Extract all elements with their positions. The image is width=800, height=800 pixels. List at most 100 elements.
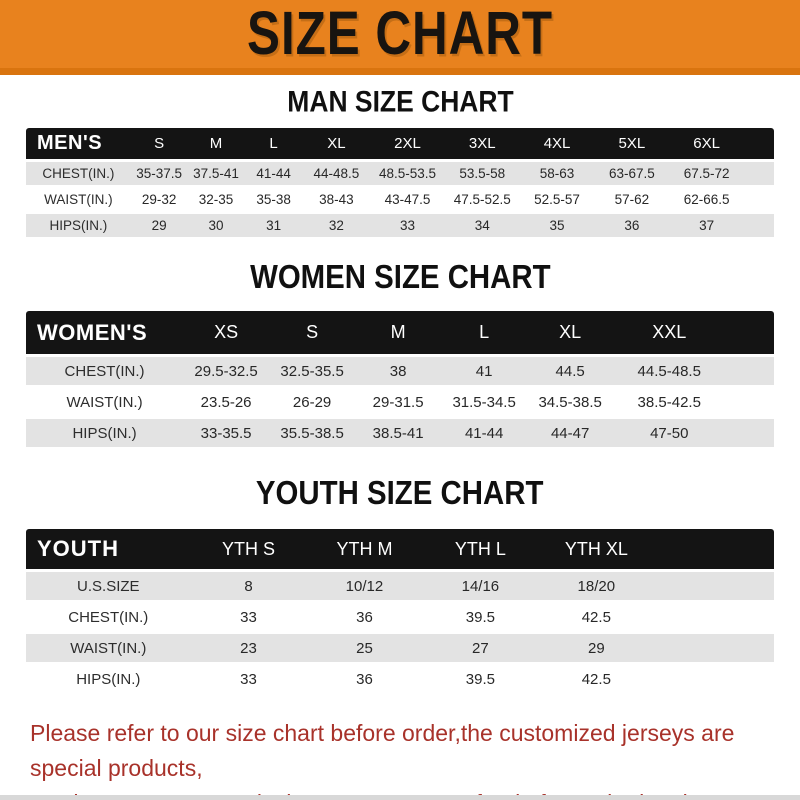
size-value-cell: 32 xyxy=(302,214,371,240)
size-value-cell: 44-47 xyxy=(527,419,614,450)
size-value-cell: 47.5-52.5 xyxy=(444,188,520,214)
size-value-spacer xyxy=(725,419,774,450)
size-value-cell: 23 xyxy=(190,634,307,665)
size-value-cell: 33 xyxy=(190,603,307,634)
section-title-men: MAN SIZE CHART xyxy=(0,85,800,119)
size-value-cell: 33 xyxy=(190,665,307,696)
size-value-cell: 26-29 xyxy=(269,388,356,419)
size-value-cell: 29 xyxy=(538,634,655,665)
table-header-row: YOUTH YTH S YTH M YTH L YTH XL xyxy=(26,529,774,572)
row-label: CHEST(IN.) xyxy=(26,357,184,388)
size-value-cell: 35-38 xyxy=(244,188,303,214)
size-value-spacer xyxy=(654,634,774,665)
table-row: HIPS(IN.) 33 36 39.5 42.5 xyxy=(26,665,774,696)
column-header: 2XL xyxy=(370,128,445,162)
notice-line-1: Please refer to our size chart before or… xyxy=(30,720,735,781)
column-header-spacer xyxy=(725,311,774,357)
size-value-cell: 36 xyxy=(306,603,423,634)
column-header: L xyxy=(244,128,303,162)
table-header-row: WOMEN'S XS S M L XL XXL xyxy=(26,311,774,357)
column-header: XS xyxy=(183,311,270,357)
size-value-cell: 41-44 xyxy=(244,162,303,188)
column-header: L xyxy=(441,311,528,357)
row-label: U.S.SIZE xyxy=(26,572,191,603)
size-value-cell: 35-37.5 xyxy=(130,162,188,188)
size-value-cell: 30 xyxy=(187,214,245,240)
size-value-cell: 35.5-38.5 xyxy=(269,419,356,450)
youth-size-table: YOUTH YTH S YTH M YTH L YTH XL U.S.SIZE 8 10/12… xyxy=(26,529,774,696)
column-header: YTH M xyxy=(306,529,423,572)
row-label: HIPS(IN.) xyxy=(26,665,191,696)
section-title-youth: YOUTH SIZE CHART xyxy=(0,475,800,513)
size-value-cell: 29.5-32.5 xyxy=(183,357,270,388)
section-title-text: YOUTH SIZE CHART xyxy=(256,475,544,512)
size-value-cell: 23.5-26 xyxy=(183,388,270,419)
size-value-spacer xyxy=(744,162,774,188)
size-value-cell: 42.5 xyxy=(538,665,655,696)
size-value-cell: 36 xyxy=(306,665,423,696)
column-header: M xyxy=(355,311,442,357)
table-header-label: YOUTH xyxy=(26,529,191,572)
table-header-label: MEN'S xyxy=(26,128,131,162)
table-header-row: MEN'S S M L XL 2XL 3XL 4XL 5XL 6XL xyxy=(26,128,774,162)
footer-notice: Please refer to our size chart before or… xyxy=(30,716,772,800)
table-row: WAIST(IN.) 23 25 27 29 xyxy=(26,634,774,665)
size-value-cell: 25 xyxy=(306,634,423,665)
bottom-strip xyxy=(0,795,800,800)
column-header: XXL xyxy=(613,311,726,357)
size-value-cell: 38 xyxy=(355,357,442,388)
size-chart-sections: MAN SIZE CHART MEN'S S M L XL 2XL 3XL 4XL 5XL 6XL C… xyxy=(0,85,800,696)
size-value-cell: 39.5 xyxy=(422,603,539,634)
size-value-cell: 33 xyxy=(370,214,445,240)
column-header: M xyxy=(187,128,245,162)
size-value-cell: 57-62 xyxy=(594,188,670,214)
row-label: WAIST(IN.) xyxy=(26,388,184,419)
banner-title: SIZE CHART xyxy=(247,0,553,69)
size-value-cell: 10/12 xyxy=(306,572,423,603)
banner: SIZE CHART xyxy=(0,0,800,75)
column-header: XL xyxy=(527,311,614,357)
section-title-text: WOMEN SIZE CHART xyxy=(249,259,551,296)
size-value-cell: 37.5-41 xyxy=(187,162,245,188)
column-header: 5XL xyxy=(594,128,670,162)
size-value-cell: 44.5 xyxy=(527,357,614,388)
size-value-cell: 32-35 xyxy=(187,188,245,214)
size-value-cell: 52.5-57 xyxy=(519,188,595,214)
table-row: WAIST(IN.) 23.5-26 26-29 29-31.5 31.5-34.5 34… xyxy=(26,388,774,419)
size-value-spacer xyxy=(744,214,774,240)
row-label: HIPS(IN.) xyxy=(26,419,184,450)
table-header-label: WOMEN'S xyxy=(26,311,184,357)
size-value-cell: 48.5-53.5 xyxy=(370,162,445,188)
size-value-cell: 33-35.5 xyxy=(183,419,270,450)
size-value-cell: 34 xyxy=(444,214,520,240)
size-value-cell: 38.5-42.5 xyxy=(613,388,726,419)
table-row: CHEST(IN.) 35-37.5 37.5-41 41-44 44-48.5 48.5… xyxy=(26,162,774,188)
size-value-cell: 67.5-72 xyxy=(669,162,745,188)
size-value-cell: 29 xyxy=(130,214,188,240)
table-row: U.S.SIZE 8 10/12 14/16 18/20 xyxy=(26,572,774,603)
column-header: YTH XL xyxy=(538,529,655,572)
size-value-cell: 44-48.5 xyxy=(302,162,371,188)
size-value-cell: 41 xyxy=(441,357,528,388)
table-row: CHEST(IN.) 33 36 39.5 42.5 xyxy=(26,603,774,634)
size-value-cell: 18/20 xyxy=(538,572,655,603)
size-value-cell: 62-66.5 xyxy=(669,188,745,214)
table-row: HIPS(IN.) 29 30 31 32 33 34 35 36 37 xyxy=(26,214,774,240)
size-value-cell: 14/16 xyxy=(422,572,539,603)
size-value-cell: 63-67.5 xyxy=(594,162,670,188)
size-value-cell: 31.5-34.5 xyxy=(441,388,528,419)
column-header: S xyxy=(269,311,356,357)
size-value-cell: 31 xyxy=(244,214,303,240)
row-label: HIPS(IN.) xyxy=(26,214,131,240)
column-header: 4XL xyxy=(519,128,595,162)
column-header: YTH S xyxy=(190,529,307,572)
size-value-cell: 27 xyxy=(422,634,539,665)
section-title-women: WOMEN SIZE CHART xyxy=(0,259,800,297)
size-value-cell: 35 xyxy=(519,214,595,240)
size-value-cell: 38.5-41 xyxy=(355,419,442,450)
column-header: S xyxy=(130,128,188,162)
row-label: CHEST(IN.) xyxy=(26,162,131,188)
size-value-cell: 34.5-38.5 xyxy=(527,388,614,419)
size-value-cell: 8 xyxy=(190,572,307,603)
